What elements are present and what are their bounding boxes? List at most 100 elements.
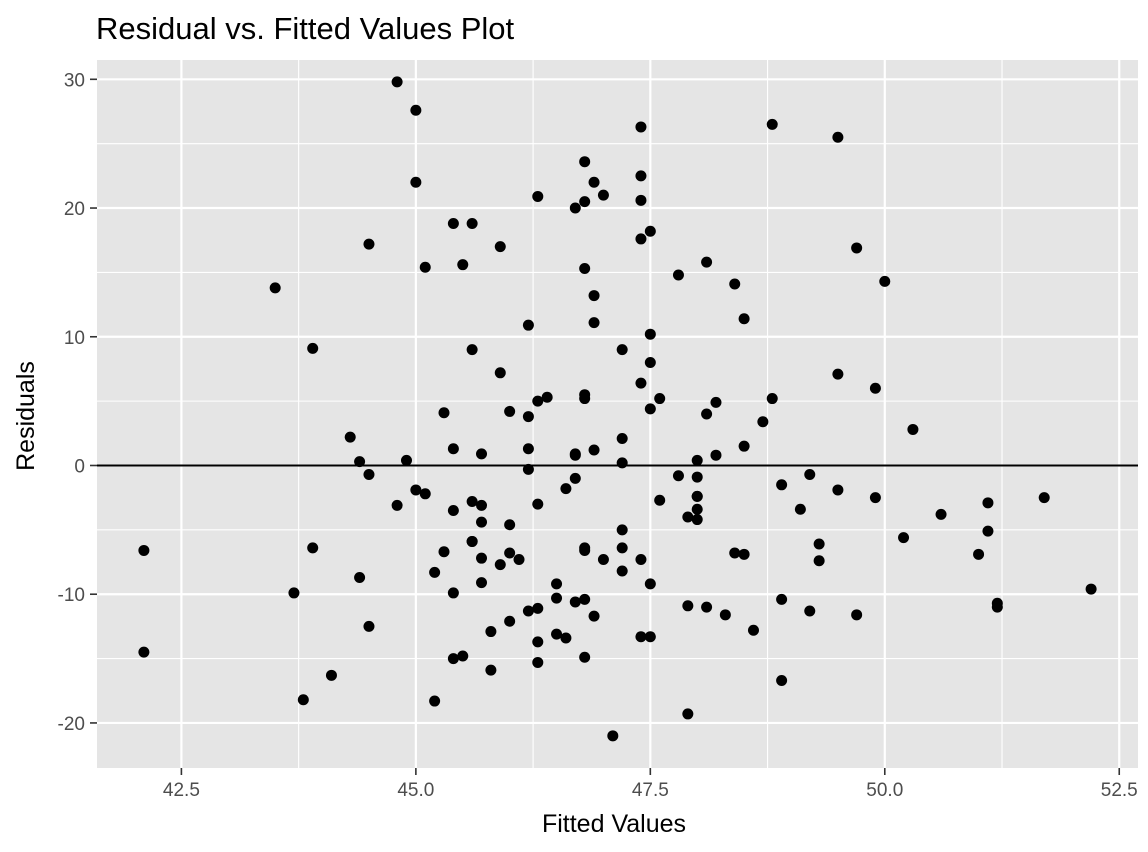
- data-point: [635, 631, 647, 643]
- data-point: [738, 548, 750, 560]
- data-point: [701, 256, 713, 268]
- data-point: [419, 488, 431, 500]
- data-point: [766, 118, 778, 130]
- data-point: [466, 535, 478, 547]
- y-tick-label: -10: [58, 585, 85, 606]
- data-point: [447, 587, 459, 599]
- data-point: [579, 651, 591, 663]
- data-point: [429, 695, 441, 707]
- data-point: [738, 440, 750, 452]
- data-point: [457, 650, 469, 662]
- data-points: [138, 76, 1097, 742]
- data-point: [476, 552, 488, 564]
- data-point: [747, 624, 759, 636]
- data-point: [682, 708, 694, 720]
- data-point: [504, 615, 516, 627]
- data-point: [532, 395, 544, 407]
- data-point: [532, 190, 544, 202]
- data-point: [616, 542, 628, 554]
- data-point: [551, 592, 563, 604]
- x-tick-label: 47.5: [632, 780, 669, 801]
- data-point: [579, 393, 591, 405]
- data-point: [644, 631, 656, 643]
- data-point: [851, 242, 863, 254]
- data-point: [522, 463, 534, 475]
- data-point: [354, 571, 366, 583]
- data-point: [766, 393, 778, 405]
- data-point: [729, 547, 741, 559]
- data-point: [447, 443, 459, 455]
- data-point: [804, 605, 816, 617]
- data-point: [757, 416, 769, 428]
- data-point: [588, 444, 600, 456]
- data-point: [644, 578, 656, 590]
- y-tick-label: 0: [74, 456, 85, 477]
- data-point: [597, 553, 609, 565]
- data-point: [691, 514, 703, 526]
- data-point: [447, 217, 459, 229]
- data-point: [476, 516, 488, 528]
- data-point: [729, 278, 741, 290]
- data-point: [635, 194, 647, 206]
- data-point: [551, 628, 563, 640]
- data-point: [935, 508, 947, 520]
- data-point: [579, 196, 591, 208]
- data-point: [813, 538, 825, 550]
- data-point: [832, 484, 844, 496]
- data-point: [579, 156, 591, 168]
- plot-panel: [97, 60, 1138, 768]
- data-point: [419, 261, 431, 273]
- data-point: [466, 344, 478, 356]
- data-point: [138, 544, 150, 556]
- data-point: [832, 131, 844, 143]
- data-point: [616, 524, 628, 536]
- data-point: [307, 542, 319, 554]
- data-point: [794, 503, 806, 515]
- data-point: [607, 730, 619, 742]
- data-point: [701, 408, 713, 420]
- data-point: [532, 656, 544, 668]
- data-point: [438, 407, 450, 419]
- data-point: [504, 547, 516, 559]
- chart-title: Residual vs. Fitted Values Plot: [96, 11, 515, 46]
- data-point: [513, 553, 525, 565]
- data-point: [288, 587, 300, 599]
- data-point: [691, 503, 703, 515]
- data-point: [635, 553, 647, 565]
- y-tick-label: 30: [64, 70, 85, 91]
- data-point: [869, 382, 881, 394]
- data-point: [813, 555, 825, 567]
- data-point: [616, 432, 628, 444]
- data-point: [738, 313, 750, 325]
- data-point: [410, 176, 422, 188]
- data-point: [494, 559, 506, 571]
- data-point: [672, 470, 684, 482]
- data-point: [494, 241, 506, 253]
- data-point: [832, 368, 844, 380]
- data-point: [616, 565, 628, 577]
- data-point: [869, 492, 881, 504]
- y-tick-label: -20: [58, 714, 85, 735]
- data-point: [644, 328, 656, 340]
- data-point: [532, 498, 544, 510]
- data-point: [616, 457, 628, 469]
- data-point: [682, 511, 694, 523]
- data-point: [588, 176, 600, 188]
- data-point: [1038, 492, 1050, 504]
- data-point: [776, 479, 788, 491]
- data-point: [982, 525, 994, 537]
- data-point: [635, 170, 647, 182]
- data-point: [635, 233, 647, 245]
- data-point: [616, 344, 628, 356]
- data-point: [672, 269, 684, 281]
- data-point: [363, 469, 375, 481]
- data-point: [635, 121, 647, 133]
- data-point: [476, 499, 488, 511]
- data-point: [776, 674, 788, 686]
- data-point: [851, 609, 863, 621]
- data-point: [297, 694, 309, 706]
- data-point: [719, 609, 731, 621]
- data-point: [138, 646, 150, 658]
- data-point: [410, 104, 422, 116]
- x-tick-label: 42.5: [163, 780, 200, 801]
